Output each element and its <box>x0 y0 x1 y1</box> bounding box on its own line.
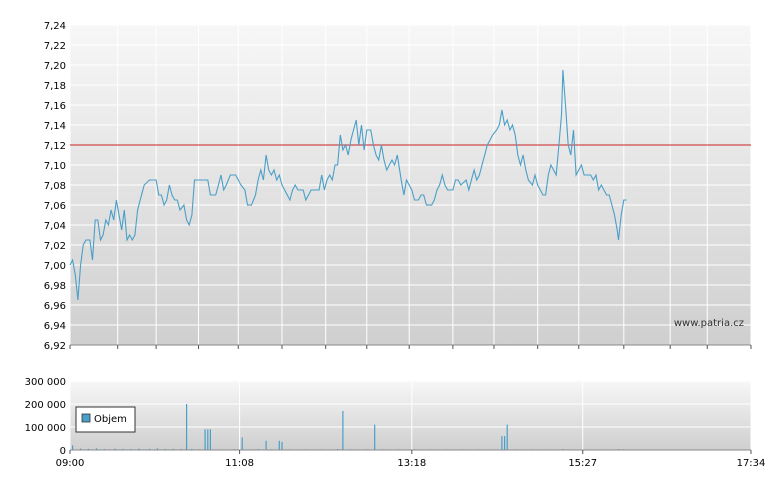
volume-bar <box>80 448 82 450</box>
volume-bar <box>374 424 376 450</box>
price-y-tick-label: 7,16 <box>44 101 66 112</box>
price-y-tick-label: 7,20 <box>44 61 66 72</box>
price-y-tick-label: 7,24 <box>44 21 66 32</box>
volume-bar <box>122 448 124 450</box>
price-y-tick-label: 7,10 <box>44 161 66 172</box>
volume-bar <box>504 436 506 450</box>
volume-panel-bg <box>70 381 751 450</box>
volume-bar <box>506 424 508 450</box>
legend: Objem <box>75 406 136 433</box>
price-y-tick-label: 6,96 <box>44 301 66 312</box>
price-y-tick-label: 7,04 <box>44 221 66 232</box>
volume-y-axis-labels: 300 000 200 000 100 000 0 <box>25 377 66 457</box>
volume-y-tick-label: 100 000 <box>25 423 66 434</box>
watermark: www.patria.cz <box>674 318 744 329</box>
price-y-tick-label: 6,92 <box>44 341 66 352</box>
volume-bar <box>241 437 243 450</box>
volume-x-tick-label: 15:27 <box>568 458 597 469</box>
volume-bar <box>148 448 151 450</box>
volume-bar <box>278 440 280 450</box>
volume-bar <box>72 445 74 450</box>
volume-bar <box>281 441 283 450</box>
volume-x-tick-label: 13:18 <box>397 458 426 469</box>
volume-x-tick-label: 11:08 <box>225 458 254 469</box>
legend-label: Objem <box>94 414 127 425</box>
volume-bar <box>95 448 98 450</box>
volume-panel: 300 000 200 000 100 000 0 09:00 11:08 13:18 15… <box>25 377 766 469</box>
volume-bar <box>156 448 158 450</box>
price-y-axis-labels: 7,24 7,22 7,20 7,18 7,16 7,14 7,12 7,10 7,08 7,06… <box>44 21 66 352</box>
volume-bar <box>342 410 344 450</box>
price-y-tick-label: 7,14 <box>44 121 66 132</box>
volume-y-tick-label: 200 000 <box>25 400 66 411</box>
volume-y-tick-label: 300 000 <box>25 377 66 388</box>
volume-bar <box>172 448 174 450</box>
volume-bar <box>191 448 193 450</box>
price-y-tick-label: 7,22 <box>44 41 66 52</box>
volume-bar <box>204 429 206 450</box>
volume-bar <box>209 429 211 450</box>
volume-bar <box>186 404 188 450</box>
volume-bar <box>87 448 90 450</box>
price-y-tick-label: 7,08 <box>44 181 66 192</box>
volume-bar <box>207 429 209 450</box>
volume-bar <box>501 436 503 450</box>
price-y-tick-label: 6,98 <box>44 281 66 292</box>
volume-x-tick-label: 17:34 <box>737 458 766 469</box>
legend-swatch <box>81 413 91 423</box>
price-y-tick-label: 7,00 <box>44 261 66 272</box>
volume-bar <box>138 448 140 450</box>
price-y-tick-label: 7,02 <box>44 241 66 252</box>
price-panel: 7,24 7,22 7,20 7,18 7,16 7,14 7,12 7,10 7,08 7,06… <box>44 21 752 352</box>
price-x-axis-ticks <box>69 345 752 349</box>
price-y-tick-label: 7,18 <box>44 81 66 92</box>
volume-bar <box>265 440 267 450</box>
volume-x-tick-label: 09:00 <box>56 458 85 469</box>
volume-x-axis-labels: 09:00 11:08 13:18 15:27 17:34 <box>56 450 766 469</box>
volume-bar <box>114 448 116 450</box>
price-grid <box>69 24 752 346</box>
price-y-tick-label: 7,12 <box>44 141 66 152</box>
price-y-tick-label: 7,06 <box>44 201 66 212</box>
price-y-tick-label: 6,94 <box>44 321 66 332</box>
price-series-line <box>69 69 627 301</box>
volume-y-tick-label: 0 <box>60 446 66 457</box>
